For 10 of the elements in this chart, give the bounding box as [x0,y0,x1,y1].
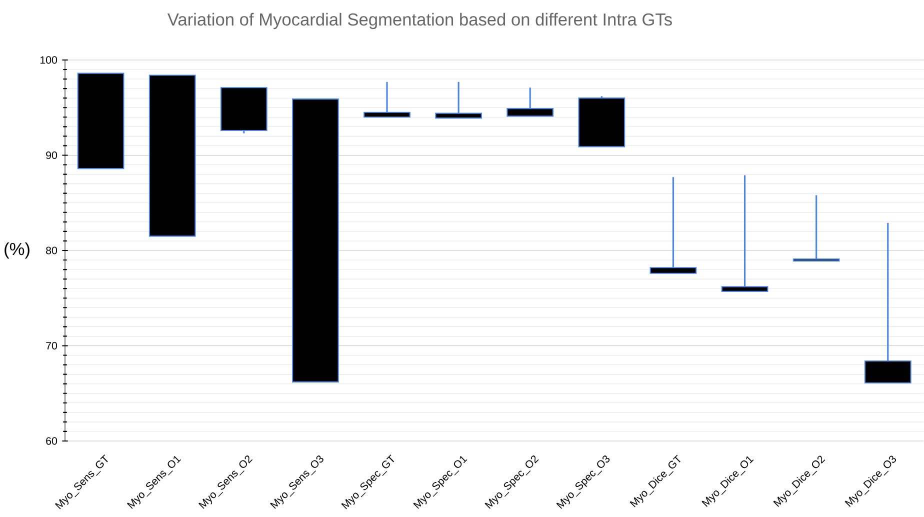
y-axis-title: (%) [4,242,30,259]
candlestick [792,194,840,262]
candlestick [650,176,697,274]
y-tick-label: 90 [46,151,58,160]
y-tick-label: 70 [46,342,58,350]
y-tick-label: 80 [46,246,58,254]
chart-title: Variation of Myocardial Segmentation based on different Intra GTs [167,12,672,30]
y-tick-label: 100 [40,56,58,64]
candlestick [721,174,768,292]
y-tick-label: 60 [46,437,58,445]
